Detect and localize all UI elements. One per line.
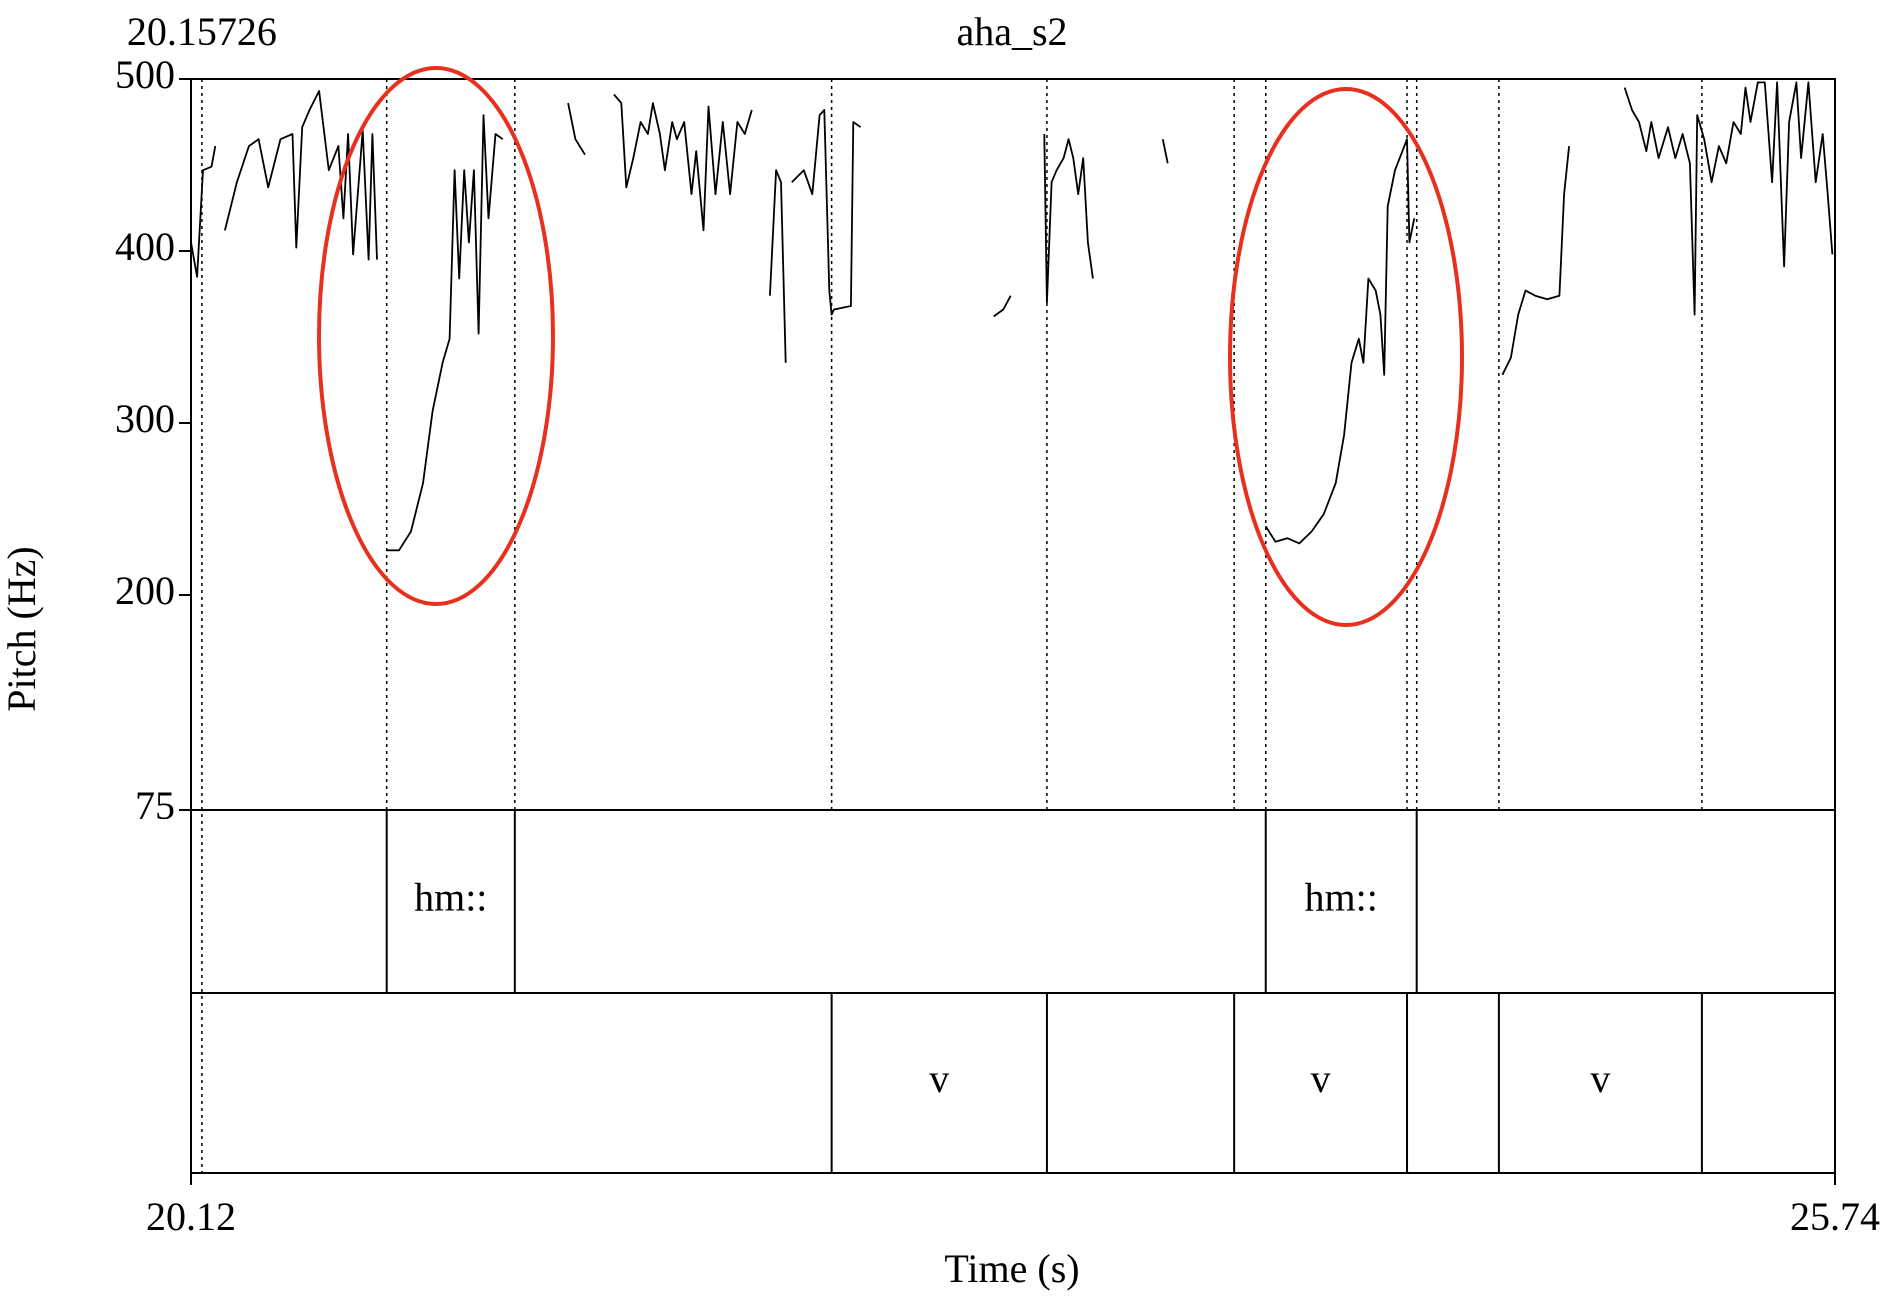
interval-label: v — [1590, 1056, 1610, 1101]
pitch-line — [1161, 139, 1169, 164]
y-tick-label: 400 — [115, 224, 175, 269]
pitch-line — [567, 102, 586, 156]
pitch-line — [1623, 81, 1834, 316]
y-tick-label: 300 — [115, 396, 175, 441]
pitch-line — [613, 93, 753, 232]
highlight-ellipse — [1228, 87, 1464, 627]
pitch-line — [993, 295, 1012, 318]
pitch-line — [190, 145, 217, 278]
plot-frame — [190, 78, 1836, 1174]
highlight-ellipse — [317, 66, 555, 606]
interval-label: v — [1311, 1056, 1331, 1101]
pitch-line — [1501, 146, 1570, 376]
x-tick-label: 25.74 — [1790, 1194, 1880, 1239]
pitch-line — [224, 90, 378, 261]
y-axis-label: Pitch (Hz) — [0, 546, 44, 712]
interval-label: hm:: — [414, 875, 487, 920]
x-axis-label: Time (s) — [944, 1246, 1079, 1291]
pitch-line — [769, 169, 787, 363]
pitch-line — [791, 109, 862, 316]
y-tick-label: 75 — [135, 783, 175, 828]
x-tick-label: 20.12 — [146, 1194, 236, 1239]
y-tick-label: 500 — [115, 52, 175, 97]
interval-label: v — [929, 1056, 949, 1101]
interval-label: hm:: — [1305, 875, 1378, 920]
pitch-line — [386, 114, 504, 552]
chart-title: aha_s2 — [956, 9, 1067, 54]
pitch-line — [1264, 138, 1416, 545]
y-tick-label: 200 — [115, 568, 175, 613]
cursor-label: 20.15726 — [127, 9, 277, 54]
pitch-line — [1043, 133, 1094, 304]
